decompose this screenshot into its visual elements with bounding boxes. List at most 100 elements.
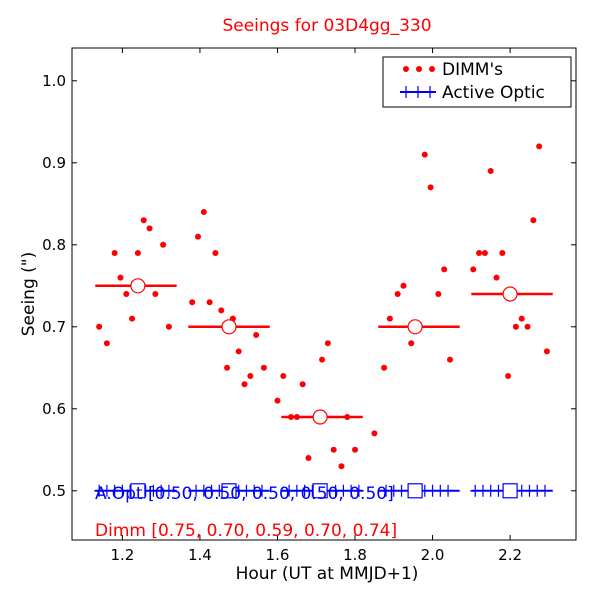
legend-aopt-label: Active Optic <box>442 83 545 103</box>
dimm-point <box>447 356 453 363</box>
dimm-point <box>235 348 242 355</box>
dimm-bin-average <box>407 319 423 335</box>
legend-dimm-marker <box>403 66 435 72</box>
aopt-point <box>493 484 504 497</box>
dimm-point <box>129 315 136 322</box>
dimm-point <box>512 323 519 330</box>
aopt-annotation: A.Opt [0.50, 0.50, 0.50, 0.50, 0.50] <box>95 484 394 504</box>
aopt-bin-average <box>130 483 146 499</box>
legend: DIMM's Active Optic <box>382 56 572 108</box>
dimm-point <box>165 323 172 330</box>
x-tick-label: 2.2 <box>498 546 522 564</box>
dimm-point <box>123 291 130 297</box>
dimm-annotation: Dimm [0.75, 0.70, 0.59, 0.70, 0.74] <box>95 521 397 541</box>
dimm-point <box>140 217 147 224</box>
x-tick-label: 1.8 <box>343 546 367 564</box>
y-tick-label: 0.8 <box>42 236 66 254</box>
dimm-point <box>212 250 219 256</box>
y-tick-label: 1.0 <box>42 72 66 90</box>
legend-dimm-dot <box>403 66 409 72</box>
aopt-bin-average <box>407 483 423 499</box>
dimm-point <box>487 168 494 174</box>
tick-layer: 1.2 1.4 1.6 1.8 2.0 2.2 0.5 0.6 0.7 0.8 0.9 1.0 <box>42 48 576 564</box>
dimm-point <box>280 373 287 379</box>
dimm-point <box>260 364 267 371</box>
dimm-point <box>394 291 401 297</box>
dimm-point <box>218 307 225 314</box>
aopt-bin-average <box>312 483 328 499</box>
dimm-point <box>117 274 124 281</box>
legend-dimm-dot <box>416 66 422 72</box>
aopt-point <box>353 484 364 497</box>
aopt-bin-average <box>221 483 237 499</box>
dimm-point <box>524 323 531 330</box>
bin-averages <box>95 278 553 499</box>
dimm-point <box>476 250 483 256</box>
dimm-point <box>499 250 506 256</box>
x-tick-label: 2.0 <box>421 546 445 564</box>
dimm-point <box>160 241 167 248</box>
y-tick-label: 0.9 <box>42 154 66 172</box>
dimm-point <box>189 299 196 306</box>
legend-box <box>382 56 572 108</box>
dimm-point <box>152 291 159 297</box>
aopt-point <box>443 484 454 497</box>
dimm-point <box>536 143 543 150</box>
aopt-point <box>256 484 267 497</box>
dimm-point <box>253 332 260 338</box>
dimm-points <box>96 143 550 470</box>
y-tick-label: 0.6 <box>42 400 66 418</box>
y-tick-label: 0.5 <box>42 482 66 500</box>
dimm-point <box>206 299 213 306</box>
dimm-point <box>200 209 207 215</box>
dimm-point <box>103 340 110 347</box>
dimm-point <box>427 184 434 191</box>
dimm-point <box>381 364 388 371</box>
dimm-point <box>96 323 103 330</box>
dimm-bin-average <box>312 409 328 425</box>
dimm-point <box>408 340 415 347</box>
dimm-point <box>146 225 153 232</box>
x-tick-label: 1.6 <box>266 546 290 564</box>
legend-dimm-label: DIMM's <box>442 60 503 80</box>
dimm-point <box>299 381 306 388</box>
dimm-bin-average <box>502 286 518 302</box>
dimm-point <box>195 233 201 240</box>
aopt-point <box>539 484 550 497</box>
dimm-point <box>441 266 448 273</box>
dimm-point <box>324 340 331 347</box>
dimm-bin-average <box>130 278 146 294</box>
dimm-point <box>421 151 428 158</box>
y-axis-label: Seeing (") <box>19 252 39 337</box>
x-axis-label: Hour (UT at MMJD+1) <box>236 564 419 584</box>
dimm-point <box>111 250 118 256</box>
legend-dimm-dot <box>429 66 435 72</box>
dimm-point <box>505 373 512 379</box>
aopt-bin-average <box>502 483 518 499</box>
dimm-point <box>400 282 407 289</box>
dimm-point <box>224 364 231 371</box>
dimm-point <box>241 381 248 388</box>
dimm-point <box>247 373 254 379</box>
aopt-point <box>163 484 174 497</box>
y-tick-label: 0.7 <box>42 318 66 336</box>
dimm-point <box>470 266 477 273</box>
dimm-point <box>530 217 537 224</box>
dimm-bin-average <box>221 319 237 335</box>
dimm-point <box>274 397 281 404</box>
dimm-point <box>386 315 393 322</box>
dimm-point <box>319 356 326 363</box>
legend-aopt-marker <box>400 86 436 98</box>
dimm-point <box>305 455 312 461</box>
dimm-point <box>134 250 141 256</box>
dimm-point <box>352 446 359 453</box>
dimm-point <box>435 291 442 297</box>
dimm-point <box>481 250 488 256</box>
x-tick-label: 1.2 <box>110 546 134 564</box>
dimm-point <box>493 274 500 281</box>
dimm-point <box>543 348 550 355</box>
x-tick-label: 1.4 <box>188 546 212 564</box>
chart-title: Seeings for 03D4gg_330 <box>222 16 431 36</box>
dimm-point <box>338 463 345 470</box>
